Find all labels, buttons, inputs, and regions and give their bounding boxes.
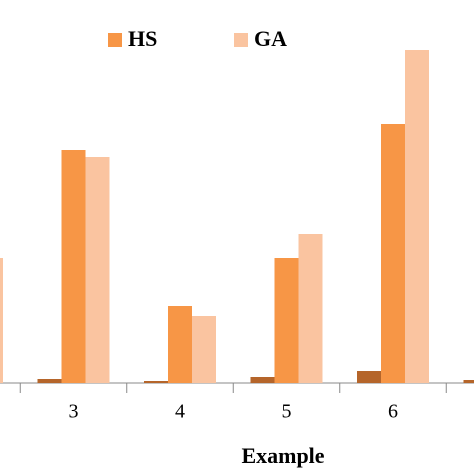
bar xyxy=(381,124,405,383)
bar xyxy=(298,234,323,383)
bar xyxy=(405,50,429,383)
bar xyxy=(192,316,216,383)
bar xyxy=(463,380,474,383)
legend-label: GA xyxy=(254,26,287,51)
x-tick-label: 4 xyxy=(175,401,185,423)
bar xyxy=(144,381,168,383)
legend-swatch xyxy=(108,33,122,47)
bar xyxy=(250,377,275,383)
legend-label: HS xyxy=(128,26,157,51)
x-tick-label: 3 xyxy=(69,401,79,423)
x-tick-label: 6 xyxy=(388,401,398,423)
bar xyxy=(0,258,3,383)
bar xyxy=(274,258,299,383)
bar xyxy=(357,371,381,383)
legend-swatch xyxy=(234,33,248,47)
bar xyxy=(168,306,192,383)
x-tick-label: 5 xyxy=(282,401,292,423)
bar xyxy=(37,379,62,383)
bar xyxy=(85,157,110,383)
bar xyxy=(61,150,86,383)
x-axis-title: Example xyxy=(241,443,324,468)
